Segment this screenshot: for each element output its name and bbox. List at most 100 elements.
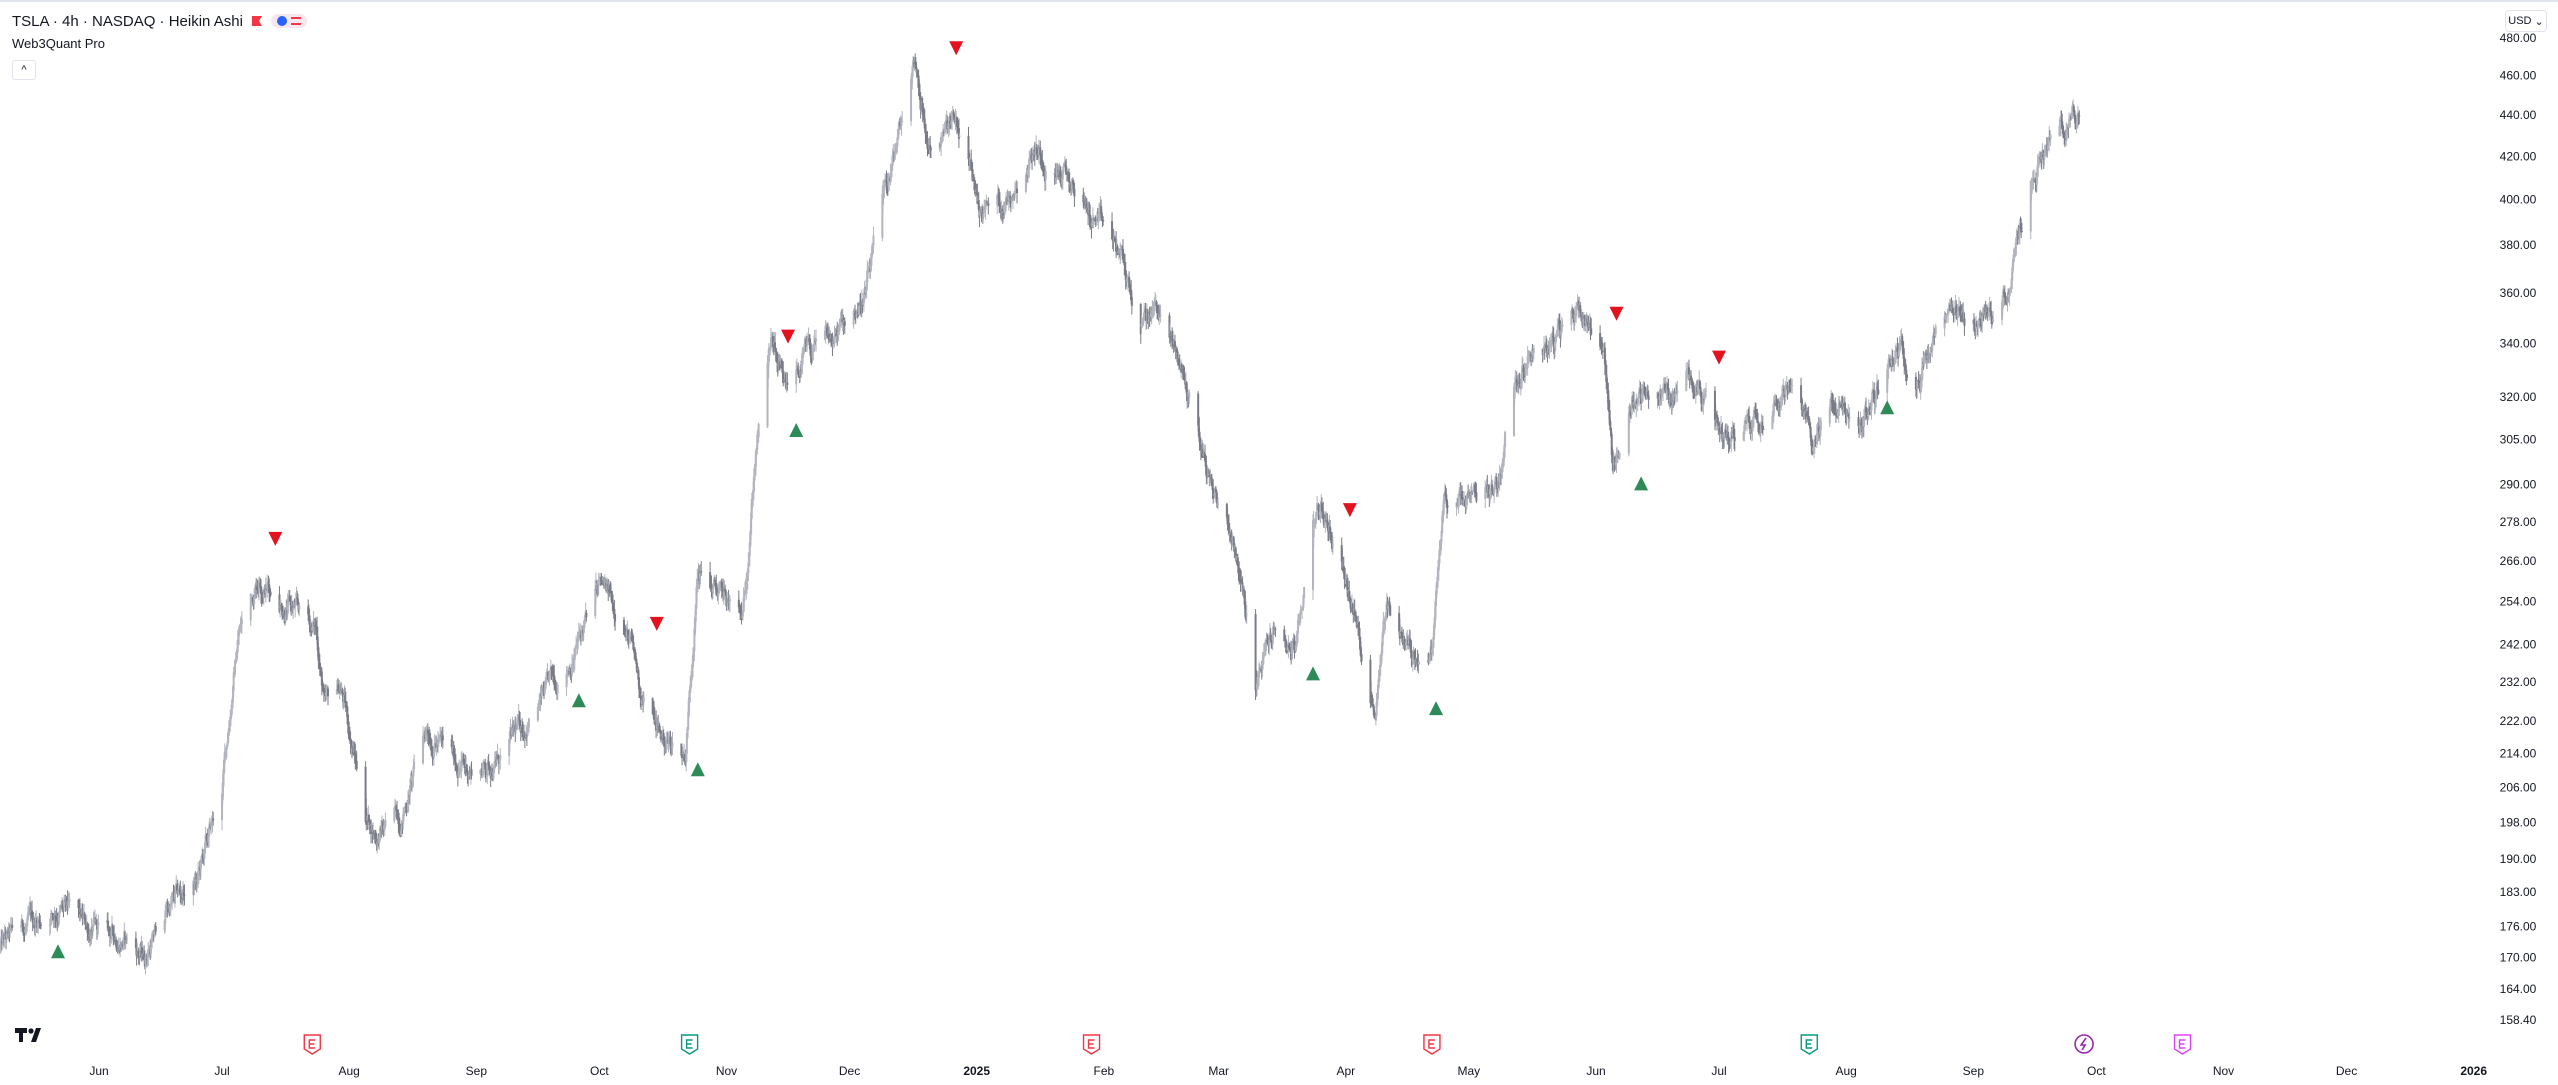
candle-body — [635, 658, 638, 664]
candle-body — [655, 720, 658, 730]
candle-body — [1781, 389, 1784, 396]
candle-body — [458, 770, 461, 772]
candle-body — [427, 732, 430, 739]
candle-body — [1870, 399, 1873, 411]
candle-body — [1358, 628, 1361, 640]
candle-body — [2008, 290, 2011, 296]
candle-body — [527, 718, 530, 728]
candle-body — [86, 924, 89, 933]
candle-body — [1638, 391, 1641, 399]
candle-body — [946, 120, 949, 130]
candle-body — [1376, 696, 1379, 706]
candle-body — [1198, 431, 1201, 442]
candle-body — [1354, 614, 1357, 616]
earnings-event-icon[interactable] — [680, 1034, 699, 1055]
candle-body — [1857, 417, 1860, 427]
candle-body — [925, 136, 928, 139]
candle-body — [1233, 543, 1236, 551]
candle-body — [482, 764, 485, 774]
earnings-event-icon[interactable] — [2173, 1034, 2192, 1055]
candle-body — [341, 689, 344, 694]
flag-icon[interactable] — [251, 15, 263, 27]
candle-body — [337, 684, 340, 692]
candle-body — [22, 923, 25, 933]
candle-body — [375, 838, 378, 846]
earnings-event-icon[interactable] — [303, 1034, 321, 1055]
candle-body — [1921, 367, 1924, 379]
status-pill[interactable] — [270, 14, 307, 28]
candle-body — [212, 818, 215, 821]
indicator-legend[interactable]: Web3Quant Pro — [12, 36, 105, 51]
candle-body — [549, 671, 552, 673]
candle-body — [972, 178, 975, 181]
currency-selector[interactable]: USD ⌄ — [2505, 10, 2547, 32]
candle-body — [1491, 484, 1494, 491]
tradingview-logo-icon[interactable] — [14, 1025, 48, 1045]
candle-body — [1607, 404, 1610, 412]
candle-body — [1551, 334, 1554, 341]
split-event-icon[interactable] — [2074, 1034, 2094, 1054]
candle-body — [2018, 223, 2021, 235]
candle-body — [1846, 414, 1849, 416]
candle-body — [797, 373, 800, 375]
candle-body — [802, 351, 805, 354]
candle-body — [665, 741, 668, 747]
candle-body — [1545, 344, 1548, 348]
candle-body — [1729, 441, 1732, 444]
candle-body — [1434, 601, 1437, 621]
candle-body — [1775, 401, 1778, 407]
price-axis[interactable]: 158.40164.00170.00176.00183.00190.00198.… — [2500, 31, 2537, 1027]
candle-body — [1471, 490, 1474, 492]
time-axis[interactable]: Jun Jul Aug Sep Oct Nov Dec 2025 Feb Mar Apr May Jun… — [89, 1064, 2487, 1078]
candle-body — [1513, 384, 1516, 399]
candle-body — [556, 684, 559, 694]
candle-body — [867, 271, 870, 274]
candle-body — [918, 92, 921, 100]
candle-body — [1143, 311, 1146, 320]
time-tick-label: Dec — [2336, 1064, 2357, 1078]
candle-body — [322, 690, 325, 694]
candle-body — [1436, 576, 1439, 586]
time-tick-label: Nov — [716, 1064, 737, 1078]
candle-body — [577, 631, 580, 637]
candle-body — [1264, 641, 1267, 647]
candle-body — [1175, 348, 1178, 353]
candle-body — [859, 302, 862, 306]
candle-body — [1501, 465, 1504, 472]
candle-body — [739, 609, 742, 611]
sell-signal-icon — [649, 616, 664, 631]
earnings-event-icon[interactable] — [1800, 1034, 1818, 1055]
candle-body — [2003, 293, 2006, 297]
candle-body — [1299, 613, 1302, 616]
symbol-title[interactable]: TSLA · 4h · NASDAQ · Heikin Ashi — [12, 12, 243, 30]
currency-label: USD — [2508, 15, 2532, 27]
candle-body — [1837, 404, 1840, 413]
candle-body — [488, 764, 491, 768]
candle-body — [54, 915, 57, 918]
candle-body — [206, 837, 209, 839]
candle-body — [1293, 642, 1296, 653]
candle-body — [927, 146, 930, 148]
earnings-event-icon[interactable] — [1082, 1034, 1101, 1055]
candle-body — [1168, 315, 1171, 338]
candle-body — [2061, 126, 2064, 134]
candle-body — [801, 355, 804, 365]
candle-body — [396, 809, 399, 819]
candle-body — [1130, 289, 1133, 300]
candle-body — [1571, 309, 1574, 314]
candle-body — [940, 136, 943, 147]
earnings-event-icon[interactable] — [1423, 1034, 1441, 1055]
collapse-legend-button[interactable]: ^ — [12, 60, 36, 80]
candle-body — [1186, 389, 1189, 399]
candle-body — [1526, 356, 1529, 369]
candle-body — [2009, 289, 2012, 292]
candle-body — [320, 671, 323, 686]
candle-body — [469, 773, 472, 777]
candle-body — [1700, 393, 1703, 404]
candle-body — [1636, 400, 1639, 405]
price-tick-label: 176.00 — [2500, 920, 2537, 934]
candle-body — [201, 854, 204, 860]
candle-body — [1139, 303, 1142, 335]
candle-body — [1958, 307, 1961, 312]
